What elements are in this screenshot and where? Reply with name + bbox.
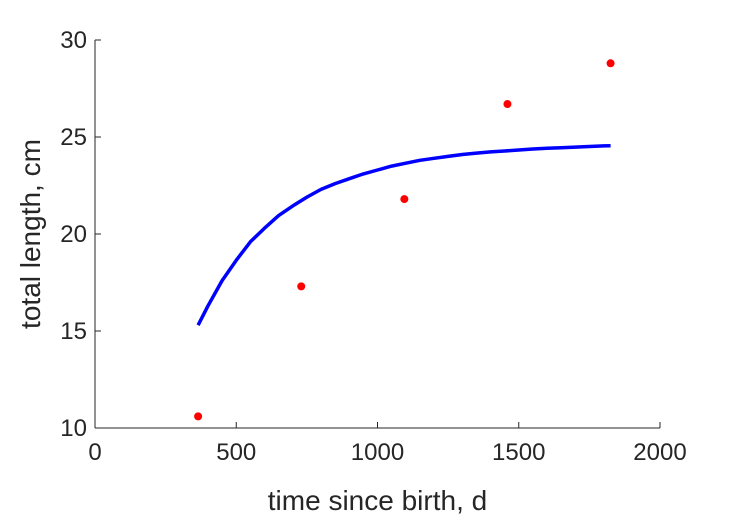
data-point <box>194 412 203 421</box>
y-axis-label: total length, cm <box>15 139 46 329</box>
x-tick-label: 0 <box>88 439 101 466</box>
fit-curve-line <box>196 143 611 326</box>
y-tick-label: 25 <box>60 124 87 151</box>
data-point <box>400 195 409 204</box>
y-tick-label: 15 <box>60 318 87 345</box>
x-ticks: 0 500 1000 1500 2000 <box>88 422 687 466</box>
axes <box>94 40 660 429</box>
data-point <box>606 59 615 68</box>
x-tick-label: 500 <box>216 439 256 466</box>
x-tick-label: 1500 <box>492 439 545 466</box>
x-tick-label: 2000 <box>633 439 686 466</box>
data-point <box>503 100 512 109</box>
y-tick-label: 20 <box>60 221 87 248</box>
x-axis-label: time since birth, d <box>268 485 487 516</box>
y-ticks: 10 15 20 25 30 <box>60 27 101 442</box>
x-tick-label: 1000 <box>351 439 404 466</box>
data-point <box>297 282 306 291</box>
y-tick-label: 30 <box>60 27 87 54</box>
series-layer <box>194 59 615 421</box>
y-tick-label: 10 <box>60 415 87 442</box>
